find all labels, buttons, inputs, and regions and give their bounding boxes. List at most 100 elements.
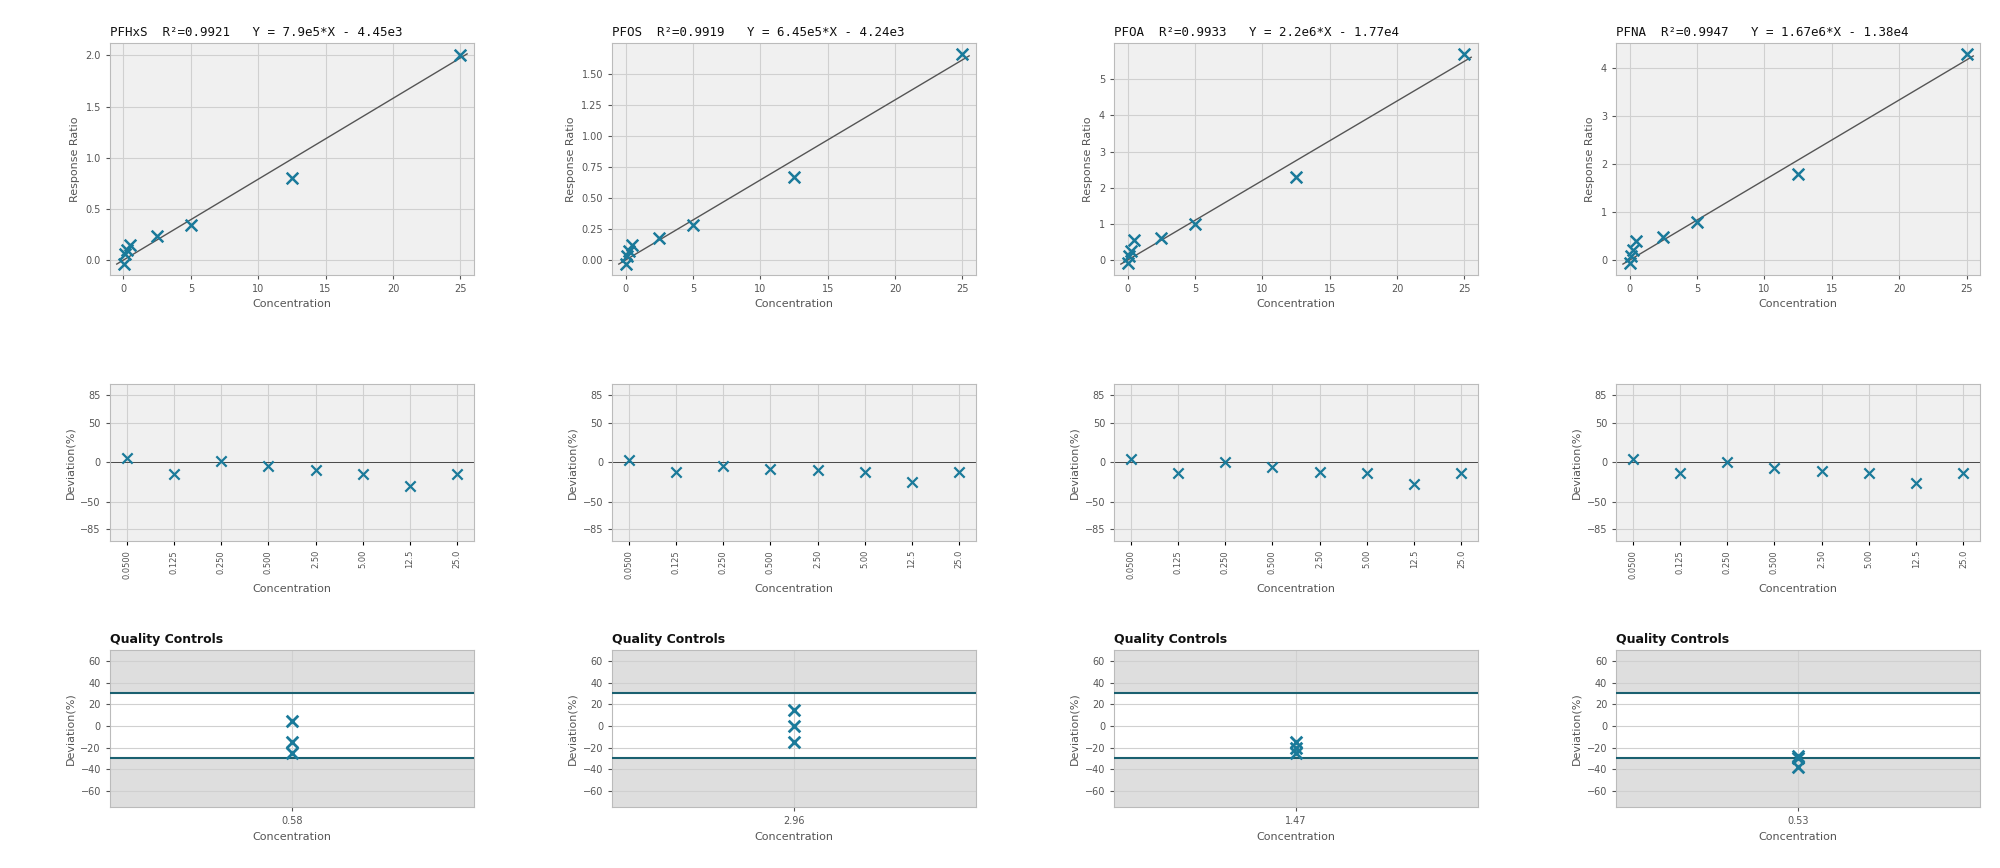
Point xyxy=(252,459,284,473)
Point xyxy=(1852,466,1884,480)
Point xyxy=(1280,735,1312,749)
Point xyxy=(946,47,978,61)
Point xyxy=(300,464,332,477)
X-axis label: Concentration: Concentration xyxy=(252,584,332,595)
X-axis label: Concentration: Concentration xyxy=(1256,584,1336,595)
Point xyxy=(644,231,676,245)
Y-axis label: Deviation(%): Deviation(%) xyxy=(1572,693,1582,765)
Point xyxy=(1448,47,1480,61)
Point xyxy=(616,238,648,252)
Y-axis label: Deviation(%): Deviation(%) xyxy=(566,693,576,765)
Point xyxy=(944,464,976,478)
Y-axis label: Response Ratio: Response Ratio xyxy=(1084,116,1094,201)
X-axis label: Concentration: Concentration xyxy=(754,299,834,309)
Point xyxy=(676,219,708,233)
Text: PFOA  R²=0.9933   Y = 2.2e6*X - 1.77e4: PFOA R²=0.9933 Y = 2.2e6*X - 1.77e4 xyxy=(1114,26,1400,39)
Y-axis label: Response Ratio: Response Ratio xyxy=(1586,116,1596,201)
X-axis label: Concentration: Concentration xyxy=(1758,584,1838,595)
Point xyxy=(276,746,308,760)
Point xyxy=(442,467,474,481)
Y-axis label: Deviation(%): Deviation(%) xyxy=(64,693,74,765)
Point xyxy=(1782,167,1814,181)
Point xyxy=(1618,244,1650,258)
Point xyxy=(1178,217,1210,231)
X-axis label: Concentration: Concentration xyxy=(1256,832,1336,842)
Point xyxy=(1162,466,1194,480)
Text: PFHxS  R²=0.9921   Y = 7.9e5*X - 4.45e3: PFHxS R²=0.9921 Y = 7.9e5*X - 4.45e3 xyxy=(110,26,402,39)
Point xyxy=(778,735,810,749)
Text: PFNA  R²=0.9947   Y = 1.67e6*X - 1.38e4: PFNA R²=0.9947 Y = 1.67e6*X - 1.38e4 xyxy=(1616,26,1908,39)
Point xyxy=(444,49,476,62)
Point xyxy=(1280,170,1312,184)
Point xyxy=(778,170,810,184)
Point xyxy=(612,453,644,467)
Y-axis label: Deviation(%): Deviation(%) xyxy=(1070,693,1080,765)
Point xyxy=(1112,256,1144,270)
Point xyxy=(110,451,142,465)
Bar xyxy=(1616,759,1980,818)
Text: Quality Controls: Quality Controls xyxy=(1616,633,1730,646)
Point xyxy=(1614,256,1646,270)
Point xyxy=(1280,740,1312,754)
X-axis label: Concentration: Concentration xyxy=(1758,299,1838,309)
Point xyxy=(1900,476,1932,490)
Point xyxy=(1682,214,1714,228)
Point xyxy=(612,245,644,259)
Point xyxy=(708,459,740,473)
X-axis label: Concentration: Concentration xyxy=(252,299,332,309)
Point xyxy=(1664,465,1696,479)
Point xyxy=(1446,465,1478,479)
Y-axis label: Deviation(%): Deviation(%) xyxy=(566,426,576,499)
Point xyxy=(778,719,810,733)
Point xyxy=(276,713,308,727)
Point xyxy=(114,238,146,252)
Y-axis label: Deviation(%): Deviation(%) xyxy=(1572,426,1582,499)
Point xyxy=(1114,249,1146,263)
Y-axis label: Response Ratio: Response Ratio xyxy=(70,116,80,201)
Point xyxy=(1398,477,1430,491)
Point xyxy=(346,467,378,481)
Point xyxy=(896,475,928,489)
Point xyxy=(276,735,308,749)
Bar xyxy=(1114,639,1478,694)
Point xyxy=(1210,455,1242,469)
Point xyxy=(1620,233,1652,247)
Point xyxy=(1806,464,1838,478)
Text: Quality Controls: Quality Controls xyxy=(110,633,224,646)
Point xyxy=(1782,749,1814,763)
Point xyxy=(1616,249,1648,263)
Point xyxy=(206,454,238,468)
Text: PFOS  R²=0.9919   Y = 6.45e5*X - 4.24e3: PFOS R²=0.9919 Y = 6.45e5*X - 4.24e3 xyxy=(612,26,904,39)
Point xyxy=(174,218,206,232)
Bar xyxy=(612,639,976,694)
Point xyxy=(1712,456,1744,470)
Point xyxy=(142,229,174,243)
X-axis label: Concentration: Concentration xyxy=(1256,299,1336,309)
Bar xyxy=(612,759,976,818)
Bar xyxy=(1114,759,1478,818)
Text: Quality Controls: Quality Controls xyxy=(612,633,726,646)
Point xyxy=(1782,760,1814,774)
Point xyxy=(1950,47,1982,61)
Point xyxy=(848,464,880,478)
Point xyxy=(276,171,308,185)
Y-axis label: Deviation(%): Deviation(%) xyxy=(1070,426,1080,499)
Point xyxy=(394,479,426,493)
Point xyxy=(660,464,692,478)
Point xyxy=(1648,231,1680,245)
Point xyxy=(1616,452,1648,466)
Point xyxy=(1256,460,1288,474)
Point xyxy=(1118,233,1150,247)
X-axis label: Concentration: Concentration xyxy=(754,584,834,595)
X-axis label: Concentration: Concentration xyxy=(1758,832,1838,842)
Point xyxy=(110,243,142,257)
Bar xyxy=(1616,639,1980,694)
Point xyxy=(1758,461,1790,475)
Point xyxy=(802,464,834,477)
Y-axis label: Deviation(%): Deviation(%) xyxy=(64,426,74,499)
Point xyxy=(754,462,786,476)
Point xyxy=(1948,466,1980,480)
X-axis label: Concentration: Concentration xyxy=(252,832,332,842)
Point xyxy=(1146,231,1178,245)
X-axis label: Concentration: Concentration xyxy=(754,832,834,842)
